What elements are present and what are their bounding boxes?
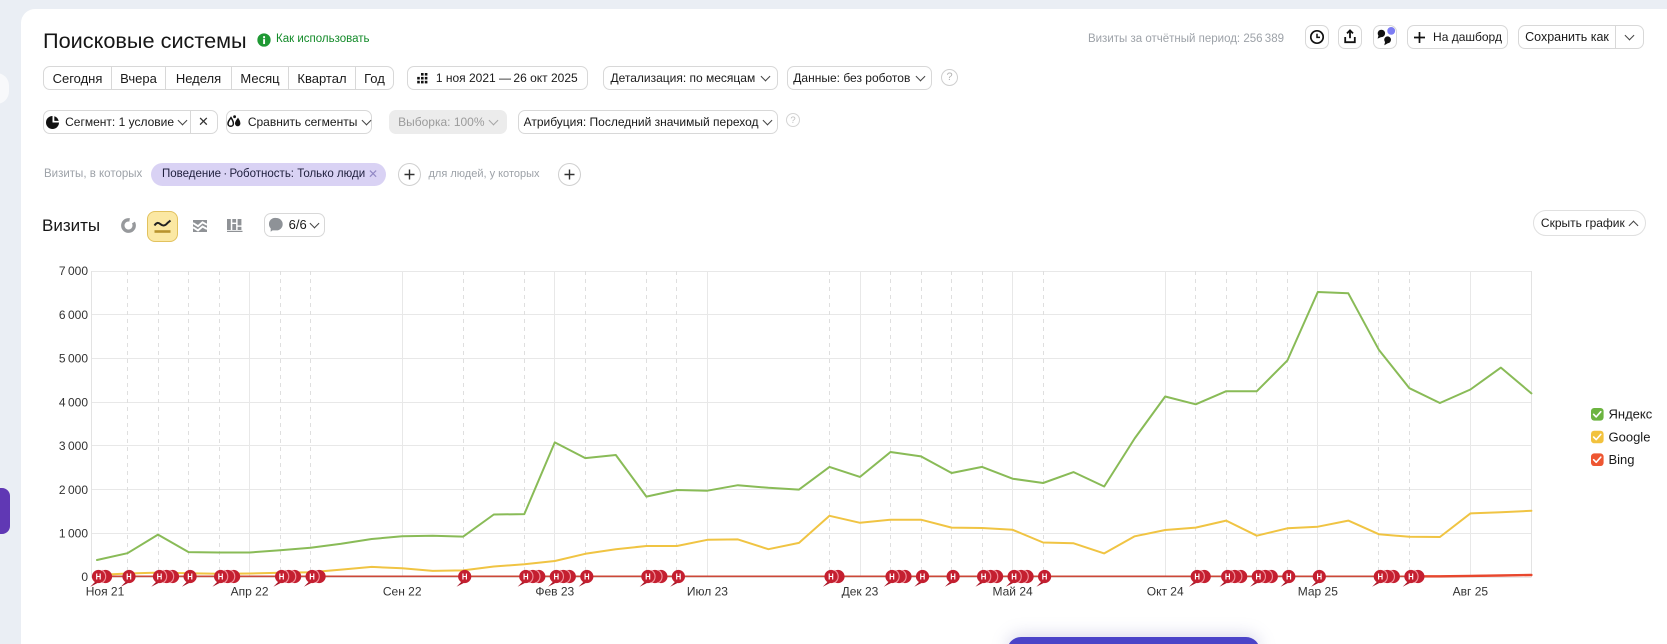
svg-text:Н: Н (1011, 572, 1017, 581)
svg-text:Н: Н (981, 572, 987, 581)
svg-text:5 000: 5 000 (59, 352, 88, 366)
svg-text:Н: Н (676, 572, 682, 581)
svg-text:Н: Н (279, 572, 285, 581)
svg-text:Н: Н (950, 572, 956, 581)
svg-text:3 000: 3 000 (59, 439, 88, 453)
svg-text:Н: Н (1042, 572, 1048, 581)
svg-text:Н: Н (1255, 572, 1261, 581)
svg-text:Фев 23: Фев 23 (535, 585, 574, 599)
svg-text:Ноя 21: Ноя 21 (86, 585, 125, 599)
svg-text:Яндекс: Яндекс (1609, 407, 1653, 422)
svg-text:Н: Н (1194, 572, 1200, 581)
svg-text:Н: Н (187, 572, 193, 581)
svg-text:Google: Google (1609, 429, 1651, 444)
svg-text:Н: Н (462, 572, 468, 581)
svg-text:Н: Н (523, 572, 529, 581)
svg-text:Н: Н (645, 572, 651, 581)
svg-text:Авг 25: Авг 25 (1453, 585, 1489, 599)
svg-text:1 000: 1 000 (59, 527, 88, 541)
svg-text:Н: Н (96, 572, 102, 581)
svg-text:Н: Н (828, 572, 834, 581)
svg-text:Н: Н (1286, 572, 1292, 581)
svg-text:Н: Н (1225, 572, 1231, 581)
svg-text:Н: Н (309, 572, 315, 581)
svg-text:Май 24: Май 24 (992, 585, 1033, 599)
svg-text:Окт 24: Окт 24 (1147, 585, 1184, 599)
svg-text:Н: Н (584, 572, 590, 581)
svg-text:6 000: 6 000 (59, 308, 88, 322)
svg-text:4 000: 4 000 (59, 395, 88, 409)
svg-text:Н: Н (1377, 572, 1383, 581)
svg-text:Н: Н (920, 572, 926, 581)
svg-text:Н: Н (1408, 572, 1414, 581)
svg-text:Дек 23: Дек 23 (842, 585, 879, 599)
svg-text:Н: Н (1316, 572, 1322, 581)
svg-text:Н: Н (218, 572, 224, 581)
svg-text:0: 0 (81, 570, 88, 584)
svg-text:Н: Н (889, 572, 895, 581)
svg-text:Н: Н (157, 572, 163, 581)
svg-text:Июл 23: Июл 23 (687, 585, 728, 599)
svg-text:Апр 22: Апр 22 (231, 585, 269, 599)
svg-text:Н: Н (553, 572, 559, 581)
svg-text:7 000: 7 000 (59, 264, 88, 278)
svg-text:Сен 22: Сен 22 (383, 585, 422, 599)
svg-text:2 000: 2 000 (59, 483, 88, 497)
svg-text:Bing: Bing (1609, 452, 1635, 467)
svg-text:Мар 25: Мар 25 (1298, 585, 1338, 599)
svg-text:Н: Н (126, 572, 132, 581)
